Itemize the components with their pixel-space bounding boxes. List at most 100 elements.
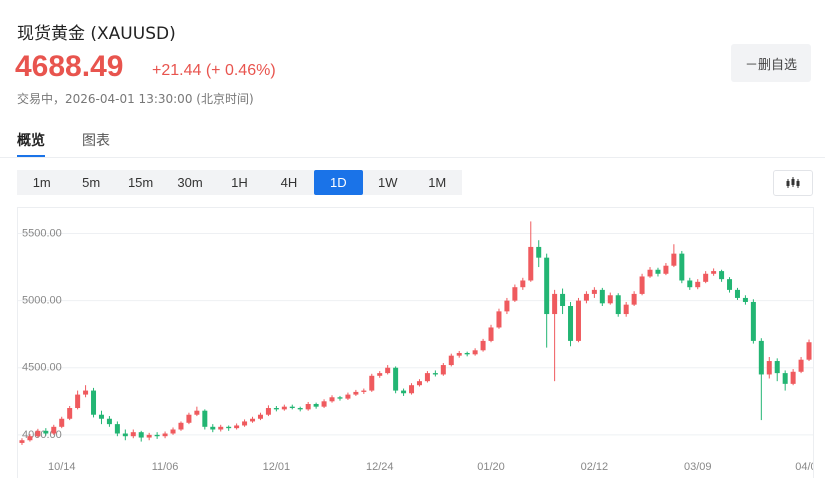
tab[interactable]: 图表 xyxy=(82,133,110,149)
candle-body xyxy=(480,340,486,351)
candle-body xyxy=(695,281,701,288)
candle-body xyxy=(194,410,200,415)
candle-body xyxy=(464,352,470,355)
candle-body xyxy=(591,289,597,294)
x-tick-label: 02/12 xyxy=(581,461,609,473)
candle-body xyxy=(43,430,49,434)
candle-body xyxy=(560,293,566,306)
candle-body xyxy=(313,403,319,407)
candle-body xyxy=(345,394,351,399)
candle-body xyxy=(432,373,438,375)
candle-body xyxy=(782,373,788,384)
x-tick-label: 10/14 xyxy=(48,461,76,473)
candle-body xyxy=(790,371,796,384)
candle-body xyxy=(568,305,574,341)
candle-body xyxy=(639,276,645,294)
candle-body xyxy=(671,253,677,266)
candle-body xyxy=(273,408,279,410)
period-button[interactable]: 1H xyxy=(231,175,248,190)
x-tick-label: 03/09 xyxy=(684,461,712,473)
candle-body xyxy=(202,410,208,427)
period-button[interactable]: 15m xyxy=(127,175,154,190)
candle-body xyxy=(393,367,399,391)
candle-body xyxy=(440,365,446,375)
candle-body xyxy=(583,293,589,301)
candle-body xyxy=(520,280,526,288)
candle-body xyxy=(401,390,407,394)
candle-body xyxy=(544,257,550,315)
candle-body xyxy=(106,418,112,425)
tab[interactable]: 概览 xyxy=(17,133,45,149)
candle-body xyxy=(146,434,152,438)
chart-type-button[interactable] xyxy=(773,170,813,196)
candle-body xyxy=(250,418,256,422)
watchlist-button[interactable]: －删自选 xyxy=(731,44,811,82)
candle-body xyxy=(51,426,57,434)
candle-body xyxy=(727,279,733,290)
candle-body xyxy=(67,408,73,419)
period-button[interactable]: 5m xyxy=(82,175,101,190)
candle-body xyxy=(512,287,518,301)
candle-body xyxy=(369,375,375,391)
candle-body xyxy=(750,301,756,341)
candle-body xyxy=(536,246,542,258)
period-button[interactable]: 1D xyxy=(313,170,364,195)
candle-body xyxy=(75,394,81,409)
candle-body xyxy=(83,390,89,395)
period-button[interactable]: 1W xyxy=(378,175,398,190)
candle-body xyxy=(774,361,780,374)
tab-underline xyxy=(17,155,45,158)
candle-body xyxy=(456,352,462,356)
candle-body xyxy=(361,390,367,392)
candle-body xyxy=(305,403,311,410)
candle-body xyxy=(59,418,65,427)
candle-body xyxy=(409,385,415,394)
candle-body xyxy=(623,304,629,315)
x-tick-label: 12/24 xyxy=(366,461,394,473)
candle-body xyxy=(496,311,502,328)
candle-body xyxy=(663,265,669,274)
candle-body xyxy=(416,381,422,386)
candle-body xyxy=(329,397,335,402)
candle-body xyxy=(242,421,248,426)
candle-body xyxy=(98,414,104,419)
candle-body xyxy=(210,426,216,430)
candle-body xyxy=(607,295,613,304)
trade-status: 交易中，2026-04-01 13:30:00 (北京时间) xyxy=(17,92,254,106)
candle-body xyxy=(599,289,605,304)
candle-body xyxy=(734,289,740,298)
candle-body xyxy=(448,355,454,366)
y-tick-label: 5500.00 xyxy=(22,227,62,239)
period-button[interactable]: 4H xyxy=(280,175,298,190)
x-tick-label: 01/20 xyxy=(477,461,505,473)
candle-body xyxy=(552,293,558,315)
candle-body xyxy=(281,406,287,410)
y-tick-label: 5000.00 xyxy=(22,295,62,307)
candle-body xyxy=(114,424,120,434)
candle-body xyxy=(321,401,327,407)
candle-body xyxy=(631,293,637,305)
candle-body xyxy=(265,408,271,415)
candle-body xyxy=(504,300,510,312)
candle-body xyxy=(766,361,772,375)
candle-body xyxy=(353,391,359,395)
period-button[interactable]: 1M xyxy=(428,175,447,190)
candle-body xyxy=(297,408,303,410)
x-tick-label: 04/01 xyxy=(795,461,814,473)
candle-body xyxy=(19,440,25,443)
candle-body xyxy=(687,280,693,288)
y-tick-label: 4500.00 xyxy=(22,362,62,374)
candle-body xyxy=(472,350,478,355)
period-button[interactable]: 1m xyxy=(32,175,51,190)
candle-body xyxy=(218,426,224,430)
candle-body xyxy=(377,373,383,376)
period-button[interactable]: 30m xyxy=(177,175,203,190)
candle-body xyxy=(679,253,685,281)
candle-body xyxy=(35,430,41,437)
candle-body xyxy=(178,422,184,430)
separator xyxy=(0,157,825,158)
candle-body xyxy=(337,397,343,399)
candle-body xyxy=(711,271,717,274)
candle-body xyxy=(758,340,764,375)
